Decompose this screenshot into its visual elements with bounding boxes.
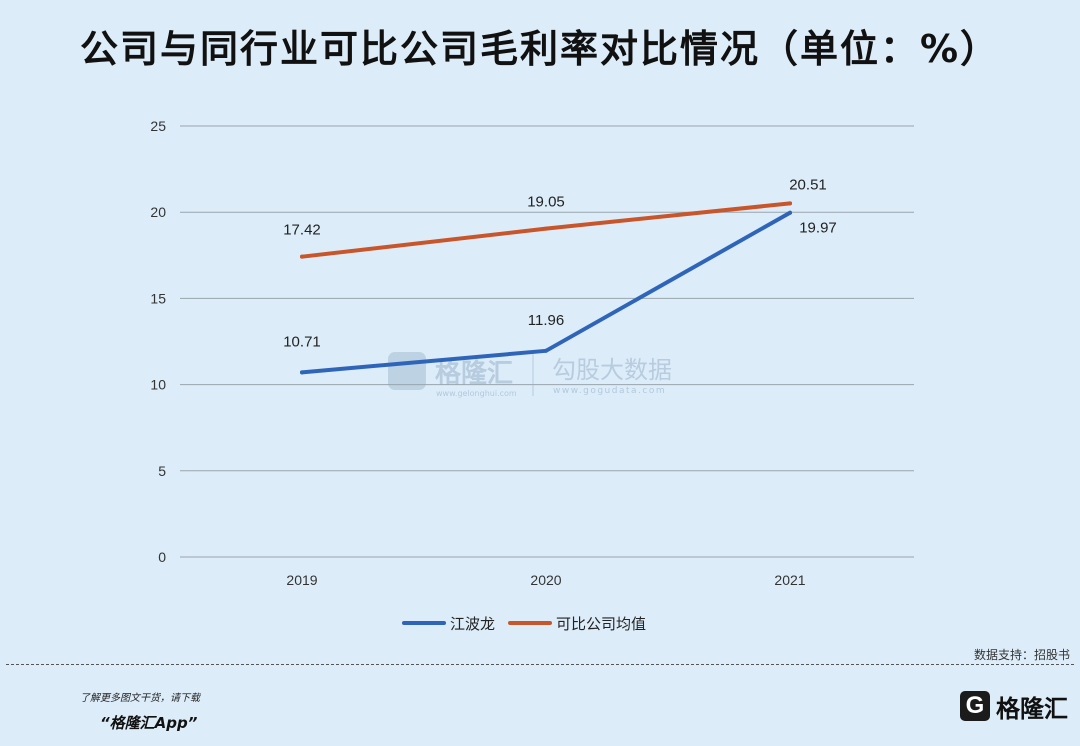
data-label: 10.71 xyxy=(283,333,321,350)
data-label: 19.97 xyxy=(799,220,837,237)
series-line-jiangbolong xyxy=(300,210,792,375)
brand-logo: G 格隆汇 xyxy=(960,686,1068,726)
data-label: 17.42 xyxy=(283,222,321,239)
data-label: 20.51 xyxy=(789,176,827,193)
data-point xyxy=(788,201,792,206)
legend-label: 江波龙 xyxy=(450,615,495,633)
data-point xyxy=(544,348,548,353)
app-name: “格隆汇App” xyxy=(100,714,198,732)
y-tick-label: 25 xyxy=(150,118,166,134)
watermark-brand: 格隆汇 xyxy=(435,358,513,389)
watermark-product-url: www.gogudata.com xyxy=(553,386,666,396)
legend-label: 可比公司均值 xyxy=(556,615,646,633)
data-point xyxy=(788,210,792,215)
brand-g-icon: G xyxy=(960,691,990,721)
data-label: 19.05 xyxy=(527,194,565,211)
x-tick-label: 2020 xyxy=(530,572,561,588)
brand-name: 格隆汇 xyxy=(996,694,1068,723)
x-tick-label: 2019 xyxy=(286,572,317,588)
data-point xyxy=(300,370,304,375)
y-tick-label: 0 xyxy=(158,549,166,565)
footer-divider xyxy=(6,664,1074,665)
watermark-product: 勾股大数据 xyxy=(552,356,672,384)
y-tick-label: 20 xyxy=(150,204,166,220)
x-tick-label: 2021 xyxy=(774,572,805,588)
chart-title: 公司与同行业可比公司毛利率对比情况（单位：%） xyxy=(79,27,1001,71)
download-promo-text: 了解更多图文干货，请下载 xyxy=(80,693,200,704)
y-tick-label: 10 xyxy=(150,377,166,393)
data-point xyxy=(544,226,548,231)
data-point xyxy=(300,254,304,259)
data-label: 11.96 xyxy=(528,312,564,329)
watermark-brand-url: www.gelonghui.com xyxy=(436,389,517,398)
y-tick-label: 15 xyxy=(150,290,166,306)
y-tick-label: 5 xyxy=(158,463,166,479)
data-source: 数据支持：招股书 xyxy=(973,648,1070,662)
